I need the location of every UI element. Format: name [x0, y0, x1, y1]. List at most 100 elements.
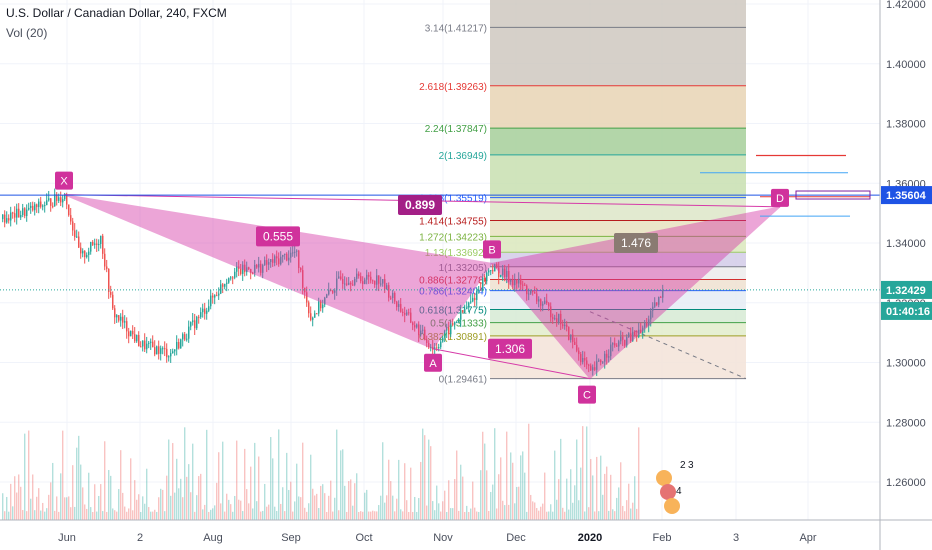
fib-level-label: 1.618(1.35519) [419, 194, 487, 205]
volume-bar [114, 510, 116, 520]
volume-bar [2, 493, 4, 520]
volume-bar [518, 486, 520, 520]
volume-bar [512, 462, 514, 520]
volume-bar [530, 494, 532, 520]
volume-bar [636, 508, 638, 520]
candle-body [152, 341, 154, 348]
candle-body [210, 295, 212, 307]
candle-body [52, 205, 54, 207]
volume-bar [592, 475, 594, 520]
volume-bar [622, 505, 624, 520]
volume-bar [70, 507, 72, 520]
candle-body [16, 208, 18, 218]
candle-body [120, 316, 122, 321]
candle-body [10, 212, 12, 221]
pattern-ratio-label: 1.306 [495, 342, 525, 356]
candle-body [588, 364, 590, 366]
volume-bar [122, 492, 124, 520]
volume-bar [304, 507, 306, 520]
volume-bar [14, 476, 16, 520]
price-badge [881, 186, 932, 205]
volume-bar [146, 468, 148, 520]
volume-bar [244, 448, 246, 520]
volume-bar [242, 511, 244, 520]
candle-body [200, 312, 202, 318]
volume-bar [200, 473, 202, 520]
volume-bar [212, 508, 214, 520]
volume-bar [66, 497, 68, 520]
volume-bar [596, 456, 598, 520]
candle-body [466, 307, 468, 309]
candle-body [76, 236, 78, 238]
volume-bar [234, 495, 236, 520]
volume-bar [406, 500, 408, 520]
volume-bar [64, 497, 66, 520]
pattern-point-label: D [776, 193, 784, 205]
candle-body [400, 304, 402, 312]
volume-bar [266, 506, 268, 520]
candle-body [346, 283, 348, 285]
projection-box [795, 190, 871, 200]
volume-bar [220, 503, 222, 520]
volume-bar [614, 511, 616, 520]
candle-body [560, 313, 562, 325]
candle-body [168, 356, 170, 358]
candle-body [546, 300, 548, 304]
volume-bar [32, 474, 34, 520]
volume-bar [572, 502, 574, 520]
candle-body [256, 264, 258, 268]
volume-bar [132, 510, 134, 520]
volume-bar [452, 508, 454, 520]
candle-body [528, 293, 530, 295]
volume-bar [162, 489, 164, 520]
candle-body [122, 316, 124, 323]
candle-body [440, 341, 442, 348]
candle-body [314, 313, 316, 318]
volume-bar [50, 482, 52, 520]
volume-bar [58, 511, 60, 520]
candle-body [452, 323, 454, 325]
volume-bar [196, 495, 198, 520]
x-tick-label: 2 [137, 532, 143, 544]
candle-body [510, 280, 512, 282]
candle-body [600, 360, 602, 363]
candle-body [358, 273, 360, 277]
volume-bar [112, 508, 114, 520]
volume-bar [456, 450, 458, 520]
volume-bar [634, 476, 636, 520]
volume-bar [256, 501, 258, 520]
candle-body [40, 201, 42, 207]
candle-body [448, 327, 450, 335]
volume-bar [206, 429, 208, 520]
volume-bar [72, 465, 74, 520]
candle-body [304, 287, 306, 293]
volume-bar [174, 492, 176, 520]
candle-body [194, 320, 196, 329]
pattern-ratio-label: 0.555 [263, 229, 293, 243]
volume-bar [590, 459, 592, 520]
volume-bar [246, 489, 248, 520]
volume-bar [472, 481, 474, 520]
candle-body [522, 284, 524, 286]
candle-body [514, 280, 516, 286]
volume-bar [264, 483, 266, 520]
candle-body [70, 215, 72, 222]
candle-body [246, 267, 248, 273]
volume-bar [422, 428, 424, 520]
volume-bar [12, 506, 14, 520]
candle-body [36, 204, 38, 208]
candle-body [634, 331, 636, 337]
volume-bar [492, 484, 494, 520]
fib-zone [490, 154, 746, 198]
volume-bar [250, 466, 252, 520]
candle-body [516, 280, 518, 284]
candle-body [654, 302, 656, 307]
candle-body [356, 273, 358, 279]
candle-body [182, 334, 184, 340]
candle-body [570, 334, 572, 340]
volume-bar [574, 485, 576, 520]
volume-bar [340, 450, 342, 520]
volume-bar [110, 475, 112, 520]
volume-bar [562, 507, 564, 520]
